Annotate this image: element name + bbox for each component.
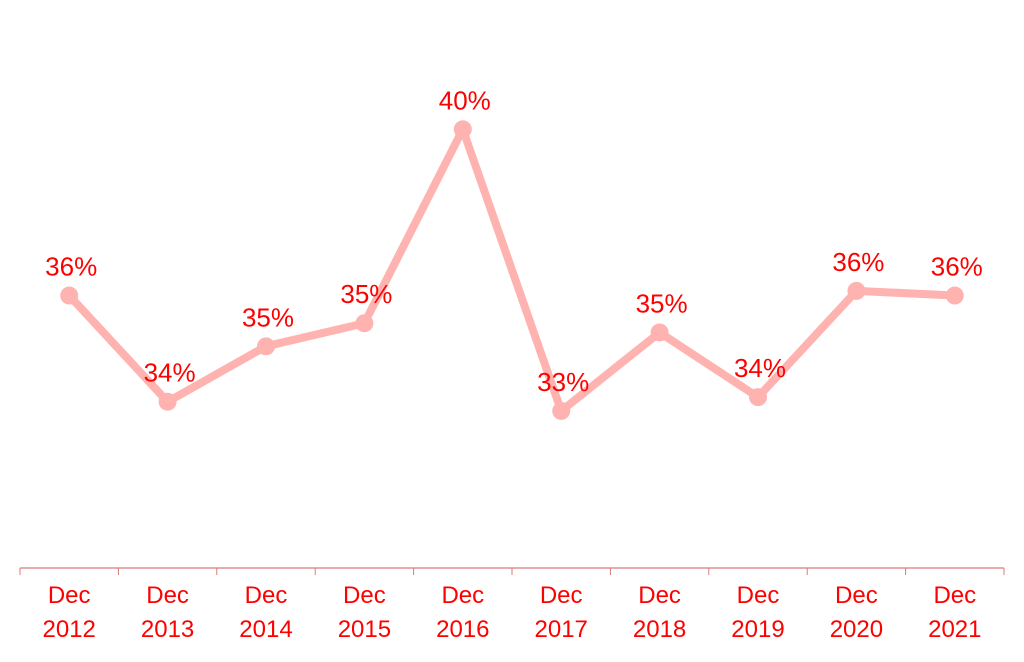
x-tick-label-year: 2014 xyxy=(239,616,292,643)
series-line xyxy=(65,125,959,415)
x-tick-label-month: Dec xyxy=(48,582,91,609)
x-tick-label-year: 2012 xyxy=(43,616,96,643)
data-labels-layer: 36% 34% 35% 35% 40% 33% 35% 34% 36% 36% xyxy=(45,85,983,397)
data-points-layer xyxy=(60,120,964,420)
data-point xyxy=(158,392,177,411)
data-label: 35% xyxy=(340,279,392,309)
x-tick-label-year: 2020 xyxy=(830,616,883,643)
x-tick-label-month: Dec xyxy=(245,582,288,609)
x-tick-label-month: Dec xyxy=(343,582,386,609)
x-tick-label-year: 2021 xyxy=(928,616,981,643)
data-point xyxy=(355,314,374,333)
data-point xyxy=(650,323,669,342)
data-label: 36% xyxy=(45,252,97,282)
data-point xyxy=(453,120,472,139)
x-tick-label-year: 2016 xyxy=(436,616,489,643)
x-tick-label-year: 2017 xyxy=(535,616,588,643)
x-tick-label-month: Dec xyxy=(146,582,189,609)
x-tick-label-month: Dec xyxy=(835,582,878,609)
x-tick-label-month: Dec xyxy=(540,582,583,609)
data-point xyxy=(945,286,964,305)
x-tick-label-month: Dec xyxy=(933,582,976,609)
data-label: 36% xyxy=(931,252,983,282)
x-tick-label-month: Dec xyxy=(638,582,681,609)
data-point xyxy=(257,337,275,356)
data-label: 34% xyxy=(734,353,786,383)
data-point xyxy=(60,286,79,305)
data-label: 35% xyxy=(636,288,688,318)
data-label: 40% xyxy=(439,85,491,115)
data-label: 35% xyxy=(242,302,294,332)
x-tick-label-year: 2019 xyxy=(731,616,784,643)
x-tick-label-year: 2018 xyxy=(633,616,686,643)
data-point xyxy=(552,401,571,420)
x-tick-label-year: 2015 xyxy=(338,616,391,643)
series-line-layer xyxy=(65,125,959,415)
data-point xyxy=(847,281,866,300)
x-axis: Dec 2012 Dec 2013 Dec 2014 Dec 2015 Dec 2016 Dec 20… xyxy=(19,567,1005,643)
data-label: 36% xyxy=(832,247,884,277)
x-tick-label-month: Dec xyxy=(441,582,484,609)
data-label: 34% xyxy=(144,358,196,388)
x-tick-label-year: 2013 xyxy=(141,616,194,643)
data-point xyxy=(749,388,767,407)
data-label: 33% xyxy=(537,367,589,397)
x-tick-label-month: Dec xyxy=(737,582,780,609)
